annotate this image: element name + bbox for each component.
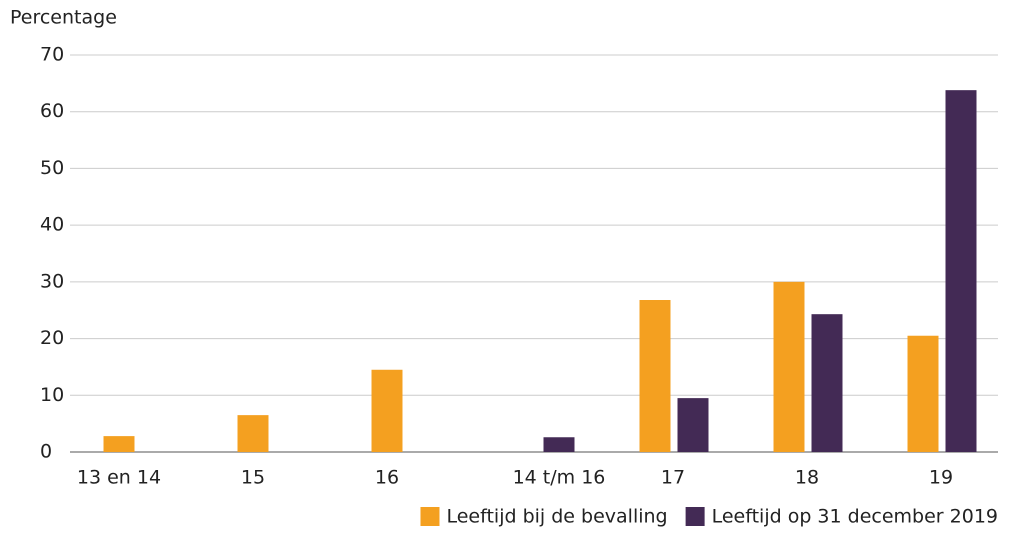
y-tick-label: 30 (40, 270, 64, 292)
y-tick-label: 0 (40, 441, 52, 463)
bar (371, 369, 403, 452)
y-tick-label: 20 (40, 327, 64, 349)
y-tick-label: 50 (40, 157, 64, 179)
x-tick-label: 16 (375, 467, 399, 489)
x-tick-label: 13 en 14 (77, 467, 161, 489)
x-tick-label: 14 t/m 16 (513, 467, 606, 489)
bar (237, 415, 269, 452)
bar (677, 398, 709, 452)
bar (543, 437, 575, 452)
x-tick-label: 19 (929, 467, 953, 489)
y-axis-title: Percentage (10, 7, 117, 29)
x-tick-label: 17 (661, 467, 685, 489)
bar (639, 300, 671, 452)
y-tick-label: 60 (40, 100, 64, 122)
x-tick-label: 18 (795, 467, 819, 489)
y-tick-label: 70 (40, 44, 64, 66)
bar (103, 436, 135, 452)
bar (773, 281, 805, 452)
bar (945, 90, 977, 453)
legend-label: Leeftijd op 31 december 2019 (712, 506, 998, 528)
y-tick-label: 10 (40, 384, 64, 406)
legend-label: Leeftijd bij de bevalling (446, 506, 667, 528)
bar (811, 314, 843, 452)
y-tick-label: 40 (40, 214, 64, 236)
legend-swatch (420, 507, 440, 526)
bar (907, 335, 939, 452)
legend-swatch (685, 507, 705, 526)
x-tick-label: 15 (241, 467, 265, 489)
